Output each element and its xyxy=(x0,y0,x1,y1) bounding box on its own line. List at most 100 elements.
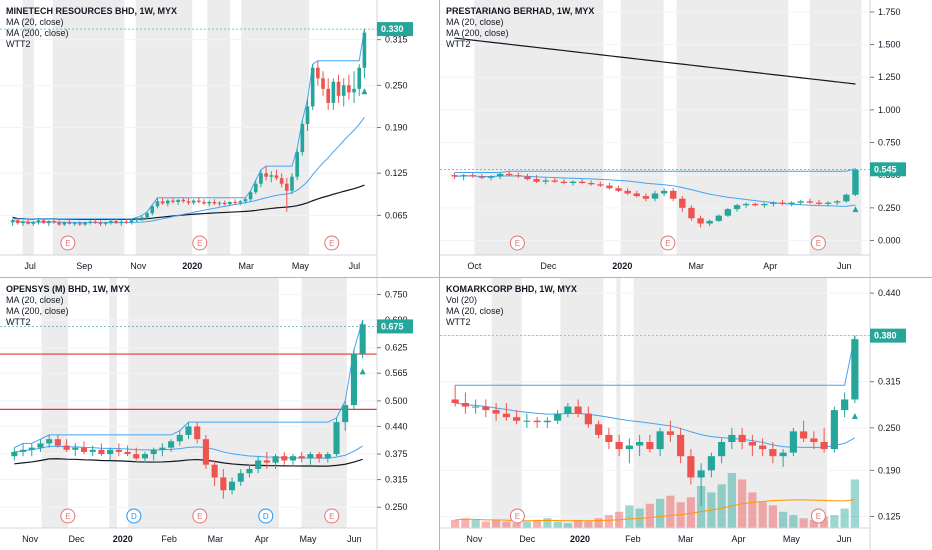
candle xyxy=(806,198,814,204)
volume-bar xyxy=(574,519,583,528)
chart-svg[interactable]: EDEDENovDec2020FebMarAprMayJun0.7500.690… xyxy=(0,278,439,550)
candle xyxy=(707,452,715,478)
volume-bar xyxy=(789,515,798,528)
chart-svg[interactable]: E E E Oct Dec 2020 Mar Apr Jun 1.750 1.500 1.250 1.0… xyxy=(440,0,932,277)
candle xyxy=(165,199,170,207)
chart-pane-2[interactable]: E E E Oct Dec 2020 Mar Apr Jun 1.750 1.500 1.250 1.0… xyxy=(440,0,932,277)
candle xyxy=(20,443,27,457)
candle xyxy=(217,201,222,207)
indicator-label[interactable]: Vol (20) xyxy=(446,295,478,305)
candle xyxy=(738,427,746,450)
candle xyxy=(482,399,490,418)
event-label: E xyxy=(329,239,334,248)
volume-bar xyxy=(451,519,460,528)
candle xyxy=(597,181,604,187)
event-marker[interactable]: E xyxy=(192,235,208,251)
event-marker[interactable]: E xyxy=(60,508,76,524)
volume-bar xyxy=(809,519,818,528)
volume-bar xyxy=(594,518,603,528)
indicator-label[interactable]: WTT2 xyxy=(6,39,31,49)
indicator-label[interactable]: MA (200, close) xyxy=(446,28,509,38)
event-marker[interactable]: E xyxy=(192,508,208,524)
volume-bar xyxy=(727,473,736,528)
x-tick-label: Jun xyxy=(837,534,852,544)
candle xyxy=(57,220,61,226)
event-marker[interactable]: E xyxy=(509,235,525,251)
indicator-label[interactable]: MA (20, close) xyxy=(6,295,64,305)
candle xyxy=(263,451,270,469)
indicator-label[interactable]: WTT2 xyxy=(446,317,471,327)
candle xyxy=(160,197,165,205)
candle xyxy=(52,218,56,224)
candle xyxy=(830,406,838,453)
candle xyxy=(15,218,20,225)
event-marker[interactable]: E xyxy=(509,508,525,524)
candle xyxy=(697,215,704,228)
indicator-label[interactable]: MA (20, close) xyxy=(446,306,504,316)
event-marker[interactable]: E xyxy=(660,235,676,251)
x-tick-label: Apr xyxy=(732,534,746,544)
chart-pane-4[interactable]: E E Nov Dec 2020 Feb Mar Apr May Jun 0.440 0.380 0.3… xyxy=(440,278,932,550)
candle xyxy=(752,202,759,207)
indicator-label[interactable]: WTT2 xyxy=(6,317,31,327)
chart-legend: PRESTARIANG BERHAD, 1W, MYX MA (20, close… xyxy=(446,6,594,50)
candle xyxy=(310,64,315,110)
candle xyxy=(80,441,88,455)
volume-bar xyxy=(697,485,706,528)
y-tick-label: 0.250 xyxy=(878,203,901,213)
chart-pane-1[interactable]: E E E Jul Sep Nov 2020 Mar May Jul 0.315 0.250 0.190… xyxy=(0,0,439,277)
candle xyxy=(93,219,98,224)
candle xyxy=(211,460,218,486)
indicator-label[interactable]: WTT2 xyxy=(446,39,471,49)
candle xyxy=(633,190,640,198)
volume-bar xyxy=(850,479,859,528)
wtt2-line xyxy=(454,168,856,174)
y-tick-label: 1.500 xyxy=(878,40,901,50)
indicator-label[interactable]: MA (200, close) xyxy=(6,306,69,316)
candle xyxy=(10,218,15,226)
indicator-label[interactable]: MA (200, close) xyxy=(6,28,69,38)
pane-divider-horizontal[interactable] xyxy=(0,277,932,278)
session-band xyxy=(633,278,827,528)
indicator-label[interactable]: MA (20, close) xyxy=(446,17,504,27)
volume-bar xyxy=(481,521,490,528)
candle xyxy=(748,434,756,457)
candle xyxy=(279,173,284,188)
event-marker[interactable]: E xyxy=(810,235,826,251)
signal-arrow-icon xyxy=(851,413,858,419)
event-marker[interactable]: E xyxy=(810,508,826,524)
event-marker[interactable]: E xyxy=(324,235,340,251)
x-tick-label: May xyxy=(783,534,801,544)
event-marker[interactable]: D xyxy=(258,508,274,524)
candle xyxy=(333,417,340,457)
candle xyxy=(615,185,622,193)
candle xyxy=(300,120,305,156)
pane-divider-vertical[interactable] xyxy=(439,0,440,550)
event-marker[interactable]: D xyxy=(126,508,142,524)
volume-bar xyxy=(543,518,552,528)
candle xyxy=(852,168,859,197)
y-tick-label: 0.250 xyxy=(878,423,901,433)
candle xyxy=(222,200,227,206)
chart-svg[interactable]: E E Nov Dec 2020 Feb Mar Apr May Jun 0.440 0.380 0.3… xyxy=(440,278,932,550)
chart-legend: KOMARKCORP BHD, 1W, MYX Vol (20) MA (20, c… xyxy=(446,284,577,328)
chart-svg[interactable]: E E E Jul Sep Nov 2020 Mar May Jul 0.315 0.250 0.190… xyxy=(0,0,439,277)
indicator-label[interactable]: MA (20, close) xyxy=(6,17,64,27)
candle xyxy=(298,451,305,463)
candle xyxy=(478,173,486,180)
chart-pane-3[interactable]: EDEDENovDec2020FebMarAprMayJun0.7500.690… xyxy=(0,278,439,550)
candle xyxy=(212,199,217,205)
candle xyxy=(150,204,155,216)
x-tick-label: Oct xyxy=(467,261,482,271)
event-marker[interactable]: E xyxy=(324,508,340,524)
event-marker[interactable]: E xyxy=(60,235,76,251)
candle xyxy=(646,434,654,453)
x-tick-label: Mar xyxy=(208,534,224,544)
candle xyxy=(109,218,113,225)
candle xyxy=(246,464,253,478)
y-tick-label: 0.000 xyxy=(878,235,901,245)
volume-bar xyxy=(645,503,654,528)
candle xyxy=(551,177,558,184)
x-tick-label: 2020 xyxy=(570,534,590,544)
candle xyxy=(134,217,139,223)
